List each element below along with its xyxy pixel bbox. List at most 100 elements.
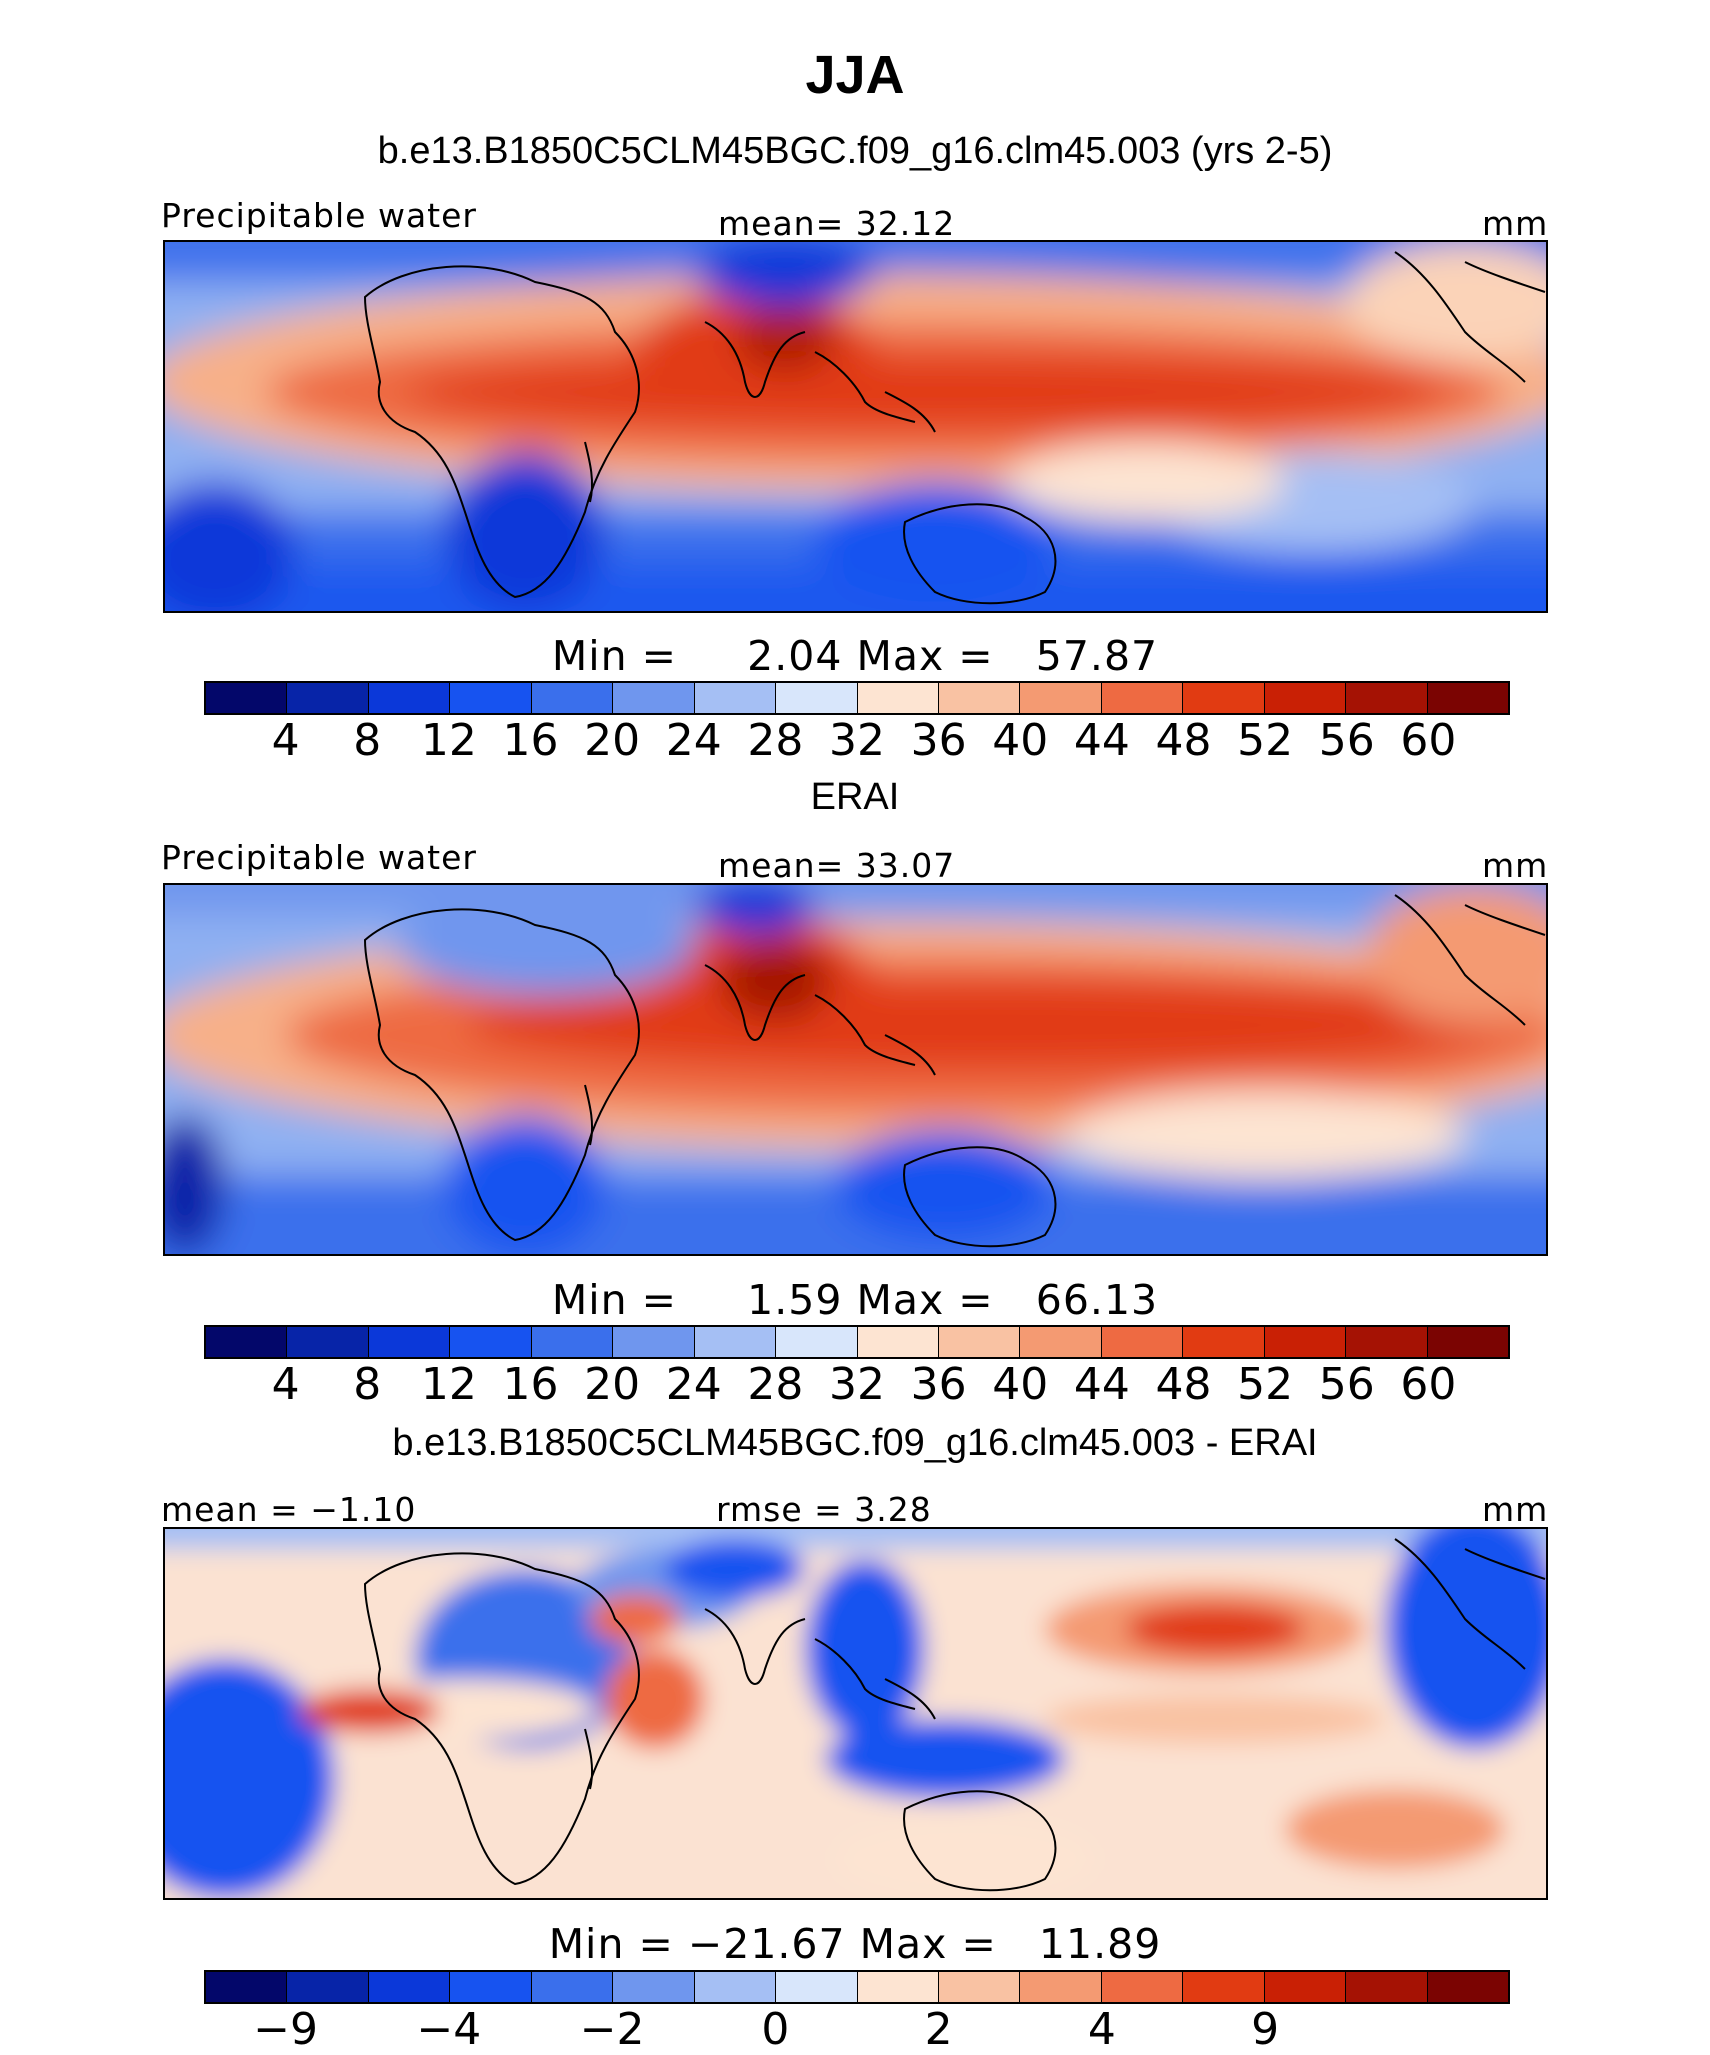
colorbar-tick-label: 16	[502, 715, 559, 766]
variable-label: Precipitable water	[161, 838, 477, 877]
colorbar-swatch	[1183, 683, 1265, 713]
colorbar-tick-label: 36	[910, 1359, 967, 1410]
max-label: Max =	[856, 1276, 994, 1324]
colorbar-swatch	[206, 1327, 288, 1357]
colorbar-swatch	[450, 683, 532, 713]
colorbar-swatch	[1264, 683, 1347, 713]
colorbar-swatch	[1427, 1972, 1508, 2002]
max-label: Max =	[859, 1920, 997, 1968]
min-label: Min =	[548, 1920, 674, 1968]
colorbar-tick-label: 24	[665, 715, 722, 766]
colorbar-tick-label: 8	[353, 715, 382, 766]
colorbar-swatch	[368, 1327, 451, 1357]
colorbar-tick-label: −9	[253, 2004, 319, 2055]
colorbar-swatch	[450, 1972, 532, 2002]
colorbar-swatch	[694, 1972, 777, 2002]
colorbar-swatch	[938, 683, 1021, 713]
colorbar-swatch	[613, 1972, 695, 2002]
variable-label: Precipitable water	[161, 196, 477, 235]
colorbar	[204, 681, 1510, 715]
units-label: mm	[1482, 1490, 1549, 1529]
colorbar-swatch	[1346, 1327, 1428, 1357]
colorbar-swatch	[531, 1972, 614, 2002]
colorbar-tick-label: −2	[579, 2004, 645, 2055]
max-value: 11.89	[1038, 1920, 1162, 1968]
rmse-label: rmse = 3.28	[716, 1490, 932, 1529]
colorbar-swatch	[1020, 1972, 1102, 2002]
colorbar-tick-label: 16	[502, 1359, 559, 1410]
colorbar-swatch	[287, 1327, 369, 1357]
colorbar-swatch	[1264, 1327, 1347, 1357]
colorbar-tick-label: 20	[584, 715, 641, 766]
colorbar-swatch	[776, 683, 858, 713]
colorbar-swatch	[613, 683, 695, 713]
min-value: 1.59	[747, 1276, 843, 1324]
colorbar-swatch	[694, 1327, 777, 1357]
colorbar-swatch	[1346, 1972, 1428, 2002]
colorbar-swatch	[531, 1327, 614, 1357]
mean-label: mean= 33.07	[718, 846, 956, 885]
colorbar-tick-label: 36	[910, 715, 967, 766]
colorbar-swatch	[287, 683, 369, 713]
colorbar-tick-label: 60	[1400, 1359, 1457, 1410]
colorbar-swatch	[857, 683, 939, 713]
colorbar-tick-label: 44	[1073, 1359, 1130, 1410]
colorbar-swatch	[1020, 1327, 1102, 1357]
panel-title: b.e13.B1850C5CLM45BGC.f09_g16.clm45.003 …	[377, 130, 1333, 172]
colorbar-swatch	[1183, 1972, 1265, 2002]
min-max-readout: Min = 2.04 Max = 57.87	[0, 632, 1710, 680]
max-value: 66.13	[1035, 1276, 1159, 1324]
colorbar-swatch	[1101, 1327, 1184, 1357]
colorbar-swatch	[450, 1327, 532, 1357]
colorbar-swatch	[694, 683, 777, 713]
colorbar-swatch	[938, 1972, 1021, 2002]
figure-title: JJA	[805, 45, 905, 105]
colorbar-tick-label: 2	[924, 2004, 953, 2055]
colorbar-tick-label: 40	[992, 715, 1049, 766]
colorbar-tick-label: 48	[1155, 1359, 1212, 1410]
colorbar-swatch	[857, 1327, 939, 1357]
colorbar-swatch	[776, 1327, 858, 1357]
colorbar-swatch	[1101, 683, 1184, 713]
colorbar-swatch	[287, 1972, 369, 2002]
max-label: Max =	[856, 632, 994, 680]
colorbar-swatch	[1264, 1972, 1347, 2002]
colorbar-tick-label: 52	[1237, 715, 1294, 766]
colorbar-swatch	[613, 1327, 695, 1357]
colorbar-tick-label: 56	[1318, 715, 1375, 766]
colorbar-swatch	[1427, 683, 1508, 713]
colorbar-swatch	[206, 1972, 288, 2002]
colorbar-swatch	[857, 1972, 939, 2002]
colorbar-ticks: −9 −4 −2 0 2 4 9	[204, 2004, 1510, 2055]
max-value: 57.87	[1035, 632, 1159, 680]
mean-label: mean= 32.12	[718, 204, 956, 243]
colorbar-tick-label: 44	[1073, 715, 1130, 766]
colorbar-swatch	[368, 683, 451, 713]
colorbar-ticks: 4 8 12 16 20 24 28 32 36 40 44 48 52 56 60	[204, 1359, 1510, 1410]
colorbar-swatch	[368, 1972, 451, 2002]
units-label: mm	[1482, 204, 1549, 243]
min-label: Min =	[551, 632, 677, 680]
colorbar-swatch	[531, 683, 614, 713]
min-label: Min =	[551, 1276, 677, 1324]
colorbar-tick-label: 24	[665, 1359, 722, 1410]
mean-label: mean = −1.10	[161, 1490, 417, 1529]
colorbar-tick-label: 28	[747, 715, 804, 766]
difference-map	[163, 1527, 1548, 1900]
min-value: 2.04	[747, 632, 843, 680]
colorbar-tick-label: 28	[747, 1359, 804, 1410]
colorbar-tick-label: 9	[1251, 2004, 1280, 2055]
colorbar-tick-label: 20	[584, 1359, 641, 1410]
colorbar-tick-label: 12	[420, 1359, 477, 1410]
colorbar-swatch	[1427, 1327, 1508, 1357]
colorbar-tick-label: 48	[1155, 715, 1212, 766]
colorbar-swatch	[1346, 683, 1428, 713]
units-label: mm	[1482, 846, 1549, 885]
colorbar-swatch	[1020, 683, 1102, 713]
colorbar-tick-label: 60	[1400, 715, 1457, 766]
colorbar-tick-label: 56	[1318, 1359, 1375, 1410]
colorbar	[204, 1325, 1510, 1359]
colorbar-tick-label: 0	[761, 2004, 790, 2055]
colorbar-tick-label: 32	[829, 1359, 885, 1410]
colorbar-tick-label: 8	[353, 1359, 382, 1410]
